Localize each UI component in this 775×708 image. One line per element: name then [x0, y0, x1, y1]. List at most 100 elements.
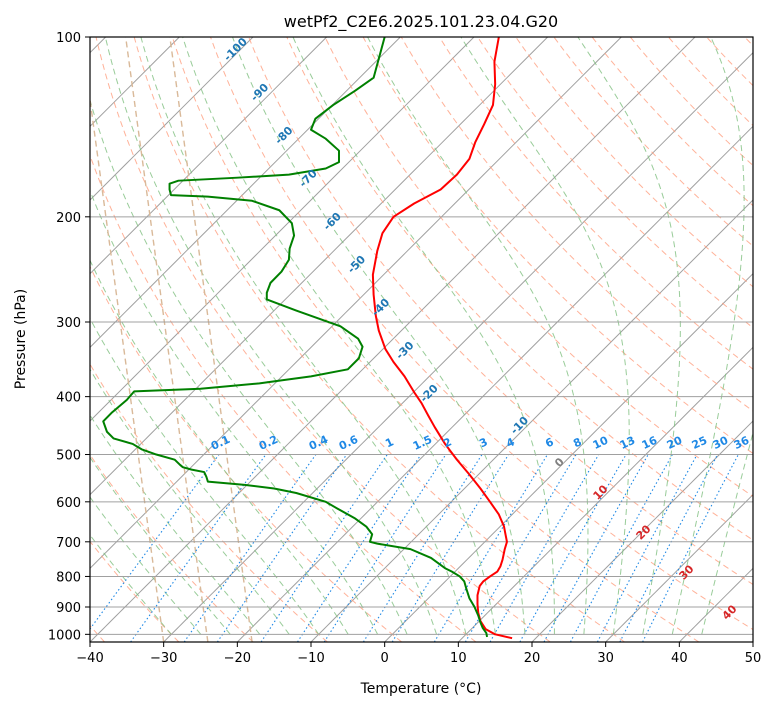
dry-adiabat-label: -100 [221, 35, 250, 64]
mixing-ratio-line [464, 454, 577, 642]
mixing-ratio-line [362, 454, 483, 642]
chart-title: wetPf2_C2E6.2025.101.23.04.G20 [284, 12, 558, 32]
dry-adiabat-line [95, 37, 551, 642]
isotherm-line [310, 199, 753, 642]
mixing-ratio-line [130, 454, 267, 642]
isotherm-line [384, 272, 753, 642]
isotherm-line [90, 37, 475, 422]
isotherm-line [605, 493, 753, 642]
moist-adiabat-line [460, 37, 630, 635]
mixing-ratio-label: 13 [618, 434, 637, 452]
x-tick-label: 20 [524, 651, 541, 666]
dry-adiabat-label: -10 [508, 414, 531, 437]
dry-adiabat-label: -30 [393, 339, 416, 362]
mixing-ratio-label: 1.5 [411, 433, 434, 453]
isotherm-line [163, 51, 753, 642]
x-axis-label: Temperature (°C) [360, 681, 482, 697]
dry-adiabat-line [171, 37, 700, 642]
dry-adiabat-label: 10 [591, 482, 611, 502]
mixing-ratio-label: 25 [690, 434, 709, 452]
dry-adiabat-line [477, 37, 753, 329]
moist-adiabat-line [90, 98, 408, 635]
mixing-ratio-label: 3 [477, 435, 489, 450]
moist-adiabat-line [90, 368, 290, 635]
moist-adiabat-line [90, 259, 349, 635]
mixing-ratio-label: 20 [665, 434, 685, 452]
isotherm-line [678, 567, 753, 642]
mixing-ratio-label: 8 [571, 435, 583, 450]
wetbulb-line [169, 37, 253, 642]
moist-adiabat-line [90, 414, 261, 635]
mixing-ratio-label: 16 [640, 434, 660, 452]
mixing-ratio-line [619, 454, 719, 642]
isotherm-line [90, 37, 254, 201]
mixing-ratio-line [596, 454, 698, 642]
dry-adiabat-label: -80 [272, 124, 295, 147]
mixing-ratio-label: 0.2 [257, 433, 280, 453]
mixing-ratio-line [260, 454, 388, 642]
moist-adiabat-line [367, 37, 589, 635]
x-tick-label: −20 [224, 651, 251, 666]
dry-adiabat-line [324, 37, 753, 498]
moist-adiabat-line [182, 37, 496, 635]
x-tick-label: −10 [297, 651, 324, 666]
dry-adiabat-label: -60 [321, 210, 344, 233]
mixing-ratio-line [216, 454, 348, 642]
dry-adiabat-label: 30 [677, 562, 697, 582]
dry-adiabat-line [439, 37, 753, 370]
y-axis-label: Pressure (hPa) [13, 289, 29, 389]
mixing-ratio-line [323, 454, 447, 642]
mixing-ratio-line [519, 454, 627, 642]
dry-adiabat-line [90, 154, 477, 642]
dewpoint-profile [102, 37, 489, 638]
isotherm-line [90, 37, 328, 275]
mixing-ratio-line [433, 454, 548, 642]
y-tick-label: 900 [56, 601, 81, 616]
y-tick-label: 700 [56, 536, 81, 551]
dry-adiabat-line [133, 37, 625, 642]
isotherm-line [531, 420, 753, 642]
dry-adiabat-line [90, 265, 403, 642]
isotherm-line [90, 37, 401, 349]
dry-adiabat-line [90, 363, 328, 642]
dry-adiabat-line [591, 37, 753, 207]
moist-adiabat-line [701, 430, 753, 635]
y-tick-label: 1000 [48, 628, 81, 643]
dry-adiabat-line [362, 37, 753, 455]
moist-adiabat-line [292, 37, 555, 635]
mixing-ratio-label: 36 [732, 434, 752, 452]
mixing-ratio-line [569, 454, 673, 642]
isotherm-line [236, 125, 753, 642]
dry-adiabat-line [90, 453, 254, 642]
mixing-ratio-line [489, 454, 600, 642]
y-tick-label: 200 [56, 211, 81, 226]
mixing-ratio-label: 30 [711, 434, 731, 452]
dry-adiabat-line [668, 37, 753, 127]
isotherm-line [90, 37, 622, 570]
moist-adiabat-line [231, 37, 526, 635]
x-tick-label: −30 [150, 651, 177, 666]
moist-adiabat-line [577, 37, 681, 635]
x-tick-label: 30 [597, 651, 614, 666]
moist-adiabat-line [90, 534, 172, 635]
wetbulb-line [124, 37, 209, 642]
mixing-ratio-line [183, 454, 317, 642]
isotherm-line [752, 641, 753, 642]
dry-adiabat-line [744, 37, 753, 47]
moist-adiabat-line [90, 317, 320, 635]
moist-adiabat-line [90, 189, 379, 635]
mixing-ratio-label: 6 [543, 435, 556, 450]
background-lines [90, 37, 753, 642]
y-tick-label: 600 [56, 496, 81, 511]
isotherm-line [457, 346, 753, 642]
mixing-ratio-label: 2 [441, 435, 453, 450]
dry-adiabat-line [210, 37, 753, 631]
x-tick-label: 0 [381, 651, 389, 666]
moist-adiabat-line [140, 37, 467, 635]
x-axis: −40 −30 −20 −10 0 10 20 30 40 50 [76, 642, 761, 666]
dry-adiabat-label: 20 [634, 522, 654, 542]
dry-adiabat-label: -40 [369, 296, 392, 319]
mixing-ratio-line [297, 454, 422, 642]
mixing-ratio-label: 1 [383, 435, 395, 450]
